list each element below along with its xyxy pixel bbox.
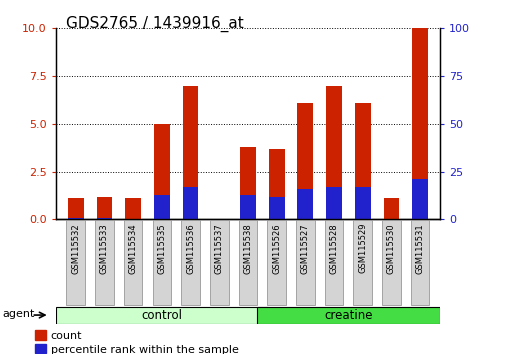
FancyBboxPatch shape <box>66 220 85 306</box>
Bar <box>268 196 284 219</box>
FancyBboxPatch shape <box>324 220 343 306</box>
Text: GSM115532: GSM115532 <box>71 223 80 274</box>
Bar <box>412 179 427 219</box>
Bar <box>154 124 169 219</box>
Text: GSM115530: GSM115530 <box>386 223 395 274</box>
FancyBboxPatch shape <box>238 220 257 306</box>
FancyBboxPatch shape <box>352 220 371 306</box>
Text: GSM115536: GSM115536 <box>186 223 194 274</box>
Bar <box>211 218 227 219</box>
FancyBboxPatch shape <box>256 307 439 324</box>
Text: GSM115534: GSM115534 <box>128 223 137 274</box>
FancyBboxPatch shape <box>381 220 400 306</box>
Bar <box>412 28 427 219</box>
FancyBboxPatch shape <box>410 220 429 306</box>
Bar <box>68 199 83 219</box>
Text: GDS2765 / 1439916_at: GDS2765 / 1439916_at <box>66 16 243 32</box>
FancyBboxPatch shape <box>95 220 114 306</box>
Bar <box>154 195 169 219</box>
Bar <box>125 218 141 219</box>
Bar <box>354 187 370 219</box>
FancyBboxPatch shape <box>152 220 171 306</box>
Bar <box>182 187 198 219</box>
Text: GSM115526: GSM115526 <box>272 223 281 274</box>
FancyBboxPatch shape <box>124 220 142 306</box>
Bar <box>239 195 256 219</box>
Bar <box>297 103 313 219</box>
Text: GSM115535: GSM115535 <box>157 223 166 274</box>
Bar <box>182 86 198 219</box>
Text: GSM115538: GSM115538 <box>243 223 252 274</box>
Bar <box>383 199 398 219</box>
Text: creatine: creatine <box>324 309 372 321</box>
Text: control: control <box>141 309 182 321</box>
FancyBboxPatch shape <box>56 307 268 324</box>
Bar <box>326 86 341 219</box>
Bar <box>297 189 313 219</box>
Bar <box>96 218 112 219</box>
Bar <box>96 196 112 219</box>
Bar <box>326 187 341 219</box>
Bar <box>211 218 227 219</box>
Text: GSM115533: GSM115533 <box>100 223 109 274</box>
Bar <box>68 218 83 219</box>
FancyBboxPatch shape <box>295 220 314 306</box>
Bar <box>354 103 370 219</box>
Text: agent: agent <box>3 309 35 319</box>
Text: GSM115531: GSM115531 <box>415 223 424 274</box>
Text: GSM115527: GSM115527 <box>300 223 309 274</box>
Bar <box>125 199 141 219</box>
Text: GSM115528: GSM115528 <box>329 223 338 274</box>
Bar <box>383 218 398 219</box>
FancyBboxPatch shape <box>210 220 228 306</box>
Bar <box>268 149 284 219</box>
Bar <box>239 147 256 219</box>
Text: GSM115529: GSM115529 <box>358 223 367 273</box>
Text: GSM115537: GSM115537 <box>214 223 223 274</box>
Legend: count, percentile rank within the sample: count, percentile rank within the sample <box>31 326 243 354</box>
FancyBboxPatch shape <box>267 220 285 306</box>
FancyBboxPatch shape <box>181 220 199 306</box>
